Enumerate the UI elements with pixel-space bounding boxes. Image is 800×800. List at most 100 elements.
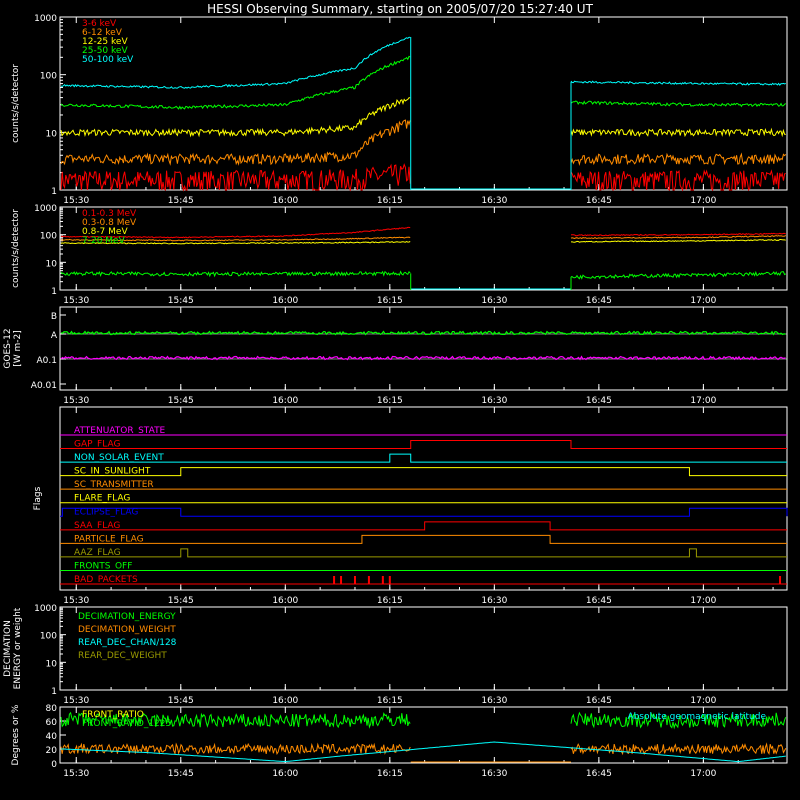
y-axis-label: Flags (33, 486, 43, 510)
x-tick-label: 16:00 (272, 196, 298, 206)
y-tick-label: 1 (51, 287, 57, 297)
y-axis-label: counts/s/detector (11, 64, 21, 143)
annotation: Absolute geomagnetic latitude (627, 712, 766, 722)
series-line-1-seg1 (60, 226, 411, 239)
y-tick-label: 1000 (34, 14, 57, 24)
ratio-line-2-seg1 (60, 711, 411, 729)
y-tick-label: 20 (46, 746, 58, 756)
flag-label: FLARE_FLAG (74, 494, 130, 504)
series-line-1-seg1 (60, 163, 411, 192)
series-line-5-seg2 (570, 80, 787, 87)
series-line-1-seg2 (570, 169, 786, 192)
legend-entry: DECIMATION_WEIGHT (78, 625, 176, 635)
ratio-line-3-seg2 (570, 742, 787, 756)
series-line-1-seg2 (570, 232, 786, 237)
y-axis-label: GOES-12 (3, 328, 13, 368)
x-tick-label: 15:30 (63, 769, 89, 779)
flag-label: AAZ_FLAG (74, 548, 121, 558)
legend-entry: 12-25 keV (82, 37, 128, 47)
legend-entry: FRONT_RATIO (82, 710, 144, 720)
x-tick-label: 17:00 (690, 596, 716, 606)
series-line-3-seg2 (570, 127, 786, 138)
y-tick-label: A0.01 (31, 381, 57, 391)
flag-label: ATTENUATOR_STATE (74, 426, 166, 436)
x-tick-label: 16:45 (586, 396, 612, 406)
legend-entry: 0.3-0.8 MeV (82, 218, 137, 228)
x-tick-label: 16:15 (377, 196, 403, 206)
flag-line-4 (60, 467, 787, 477)
x-tick-label: 15:45 (168, 396, 194, 406)
x-tick-label: 16:30 (481, 396, 507, 406)
y-tick-label: 1 (51, 187, 57, 197)
series-line-4-seg1 (60, 55, 411, 110)
flag-label: ECLIPSE_FLAG (74, 507, 138, 517)
x-tick-label: 16:45 (586, 596, 612, 606)
legend-entry: 0.8-7 MeV (82, 227, 128, 237)
chart-title: HESSI Observing Summary, starting on 200… (207, 2, 593, 16)
legend-entry: FRONT_RATIO_1225 (82, 719, 171, 729)
y-tick-label: A0.1 (37, 356, 57, 366)
series-line-3-seg1 (60, 97, 411, 138)
x-tick-label: 15:30 (63, 196, 89, 206)
y-axis-label-units: [W m-2] (13, 330, 23, 367)
x-tick-label: 15:30 (63, 696, 89, 706)
x-tick-label: 15:45 (168, 769, 194, 779)
y-axis-label-2: ENERGY or weight (13, 607, 23, 689)
ratio-line-4-seg1 (61, 741, 786, 763)
y-axis-label: Degrees or % (11, 704, 21, 765)
x-tick-label: 15:45 (168, 196, 194, 206)
y-axis-label: DECIMATION (3, 620, 13, 677)
y-tick-label: 1000 (34, 604, 57, 614)
plot-frame (59, 606, 788, 691)
legend-entry: 50-100 keV (82, 55, 134, 65)
x-tick-label: 17:00 (690, 296, 716, 306)
plot-frame (59, 306, 788, 391)
flag-label: SC_IN_SUNLIGHT (74, 467, 151, 477)
x-tick-label: 15:30 (63, 396, 89, 406)
x-tick-label: 15:30 (63, 296, 89, 306)
flag-label: SC_TRANSMITTER (74, 480, 154, 490)
y-tick-label: 10 (46, 259, 58, 269)
flag-line-10 (60, 548, 787, 558)
y-tick-label: 0 (51, 760, 57, 770)
flag-label: SAA_FLAG (74, 521, 120, 531)
series-line-2-seg2 (570, 152, 787, 166)
flag-label: FRONTS_OFF (74, 561, 132, 571)
goes-series-1 (60, 330, 786, 336)
x-tick-label: 16:00 (272, 696, 298, 706)
y-tick-label: A (51, 331, 58, 341)
plot-frame (59, 206, 788, 291)
flag-line-7 (60, 507, 788, 517)
series-line-3-seg1 (60, 241, 411, 245)
x-tick-label: 16:45 (586, 196, 612, 206)
x-tick-label: 17:00 (690, 196, 716, 206)
y-axis-label: counts/s/detector (11, 209, 21, 288)
series-line-2-seg2 (570, 235, 787, 240)
x-tick-label: 16:30 (481, 296, 507, 306)
flag-line-9 (60, 534, 787, 544)
series-line-5-seg1 (60, 36, 411, 89)
flag-line-8 (60, 521, 787, 531)
legend-entry: 0.1-0.3 MeV (82, 209, 137, 219)
y-tick-label: 100 (40, 72, 57, 82)
plot-frame (59, 406, 788, 591)
y-tick-label: 1000 (34, 204, 57, 214)
flag-line-2 (60, 440, 787, 450)
x-tick-label: 16:45 (586, 696, 612, 706)
ratio-line-2-seg2 (570, 711, 787, 730)
series-line-2-seg1 (60, 119, 411, 166)
legend-entry: 25-50 keV (82, 46, 128, 56)
x-tick-label: 17:00 (690, 769, 716, 779)
x-tick-label: 17:00 (690, 396, 716, 406)
x-tick-label: 16:30 (481, 196, 507, 206)
series-line-2-seg1 (60, 236, 411, 242)
legend-entry: 3-6 keV (82, 19, 117, 29)
x-tick-label: 16:30 (481, 769, 507, 779)
y-tick-label: 40 (46, 732, 58, 742)
flag-label: PARTICLE_FLAG (74, 534, 144, 544)
y-tick-label: 10 (46, 129, 58, 139)
x-tick-label: 15:45 (168, 696, 194, 706)
y-tick-label: 100 (40, 632, 57, 642)
ratio-line-3-seg1 (60, 742, 411, 756)
